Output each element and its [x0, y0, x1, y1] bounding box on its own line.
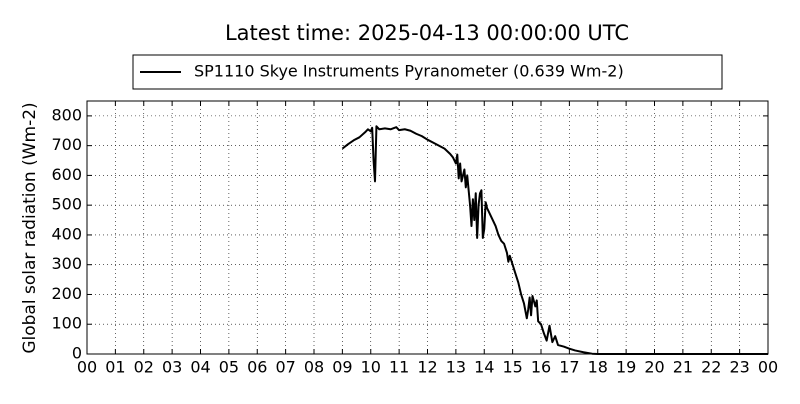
x-tick-label: 23 [729, 358, 749, 377]
x-tick-label: 09 [332, 358, 352, 377]
x-tick-label: 21 [673, 358, 693, 377]
x-tick-label: 14 [474, 358, 494, 377]
data-line [341, 125, 768, 355]
y-tick-label: 800 [51, 105, 82, 124]
chart-title: Latest time: 2025-04-13 00:00:00 UTC [225, 21, 629, 45]
x-tick-label: 00 [758, 358, 778, 377]
x-tick-label: 04 [190, 358, 210, 377]
y-tick-label: 500 [51, 195, 82, 214]
y-tick-label: 0 [72, 344, 82, 363]
x-tick-label: 10 [361, 358, 381, 377]
x-tick-label: 20 [644, 358, 664, 377]
x-tick-label: 13 [446, 358, 466, 377]
x-tick-label: 19 [616, 358, 636, 377]
x-tick-label: 22 [701, 358, 721, 377]
x-tick-label: 05 [219, 358, 239, 377]
legend [132, 54, 723, 90]
y-tick-label: 600 [51, 165, 82, 184]
x-tick-label: 11 [389, 358, 409, 377]
x-tick-label: 17 [559, 358, 579, 377]
x-tick-label: 06 [247, 358, 267, 377]
x-tick-label: 16 [531, 358, 551, 377]
y-axis-label: Global solar radiation (Wm-2) [20, 102, 40, 353]
y-tick-label: 400 [51, 224, 82, 243]
x-tick-label: 15 [502, 358, 522, 377]
x-tick-label: 02 [134, 358, 154, 377]
x-tick-label: 01 [105, 358, 125, 377]
x-tick-label: 07 [275, 358, 295, 377]
plot-frame [86, 100, 769, 355]
y-tick-label: 700 [51, 135, 82, 154]
x-tick-label: 08 [304, 358, 324, 377]
x-tick-label: 00 [77, 358, 97, 377]
x-tick-label: 12 [417, 358, 437, 377]
y-tick-label: 200 [51, 284, 82, 303]
y-tick-label: 100 [51, 314, 82, 333]
legend-label: SP1110 Skye Instruments Pyranometer (0.6… [194, 62, 624, 81]
x-tick-label: 03 [162, 358, 182, 377]
x-tick-label: 18 [588, 358, 608, 377]
y-tick-label: 300 [51, 254, 82, 273]
